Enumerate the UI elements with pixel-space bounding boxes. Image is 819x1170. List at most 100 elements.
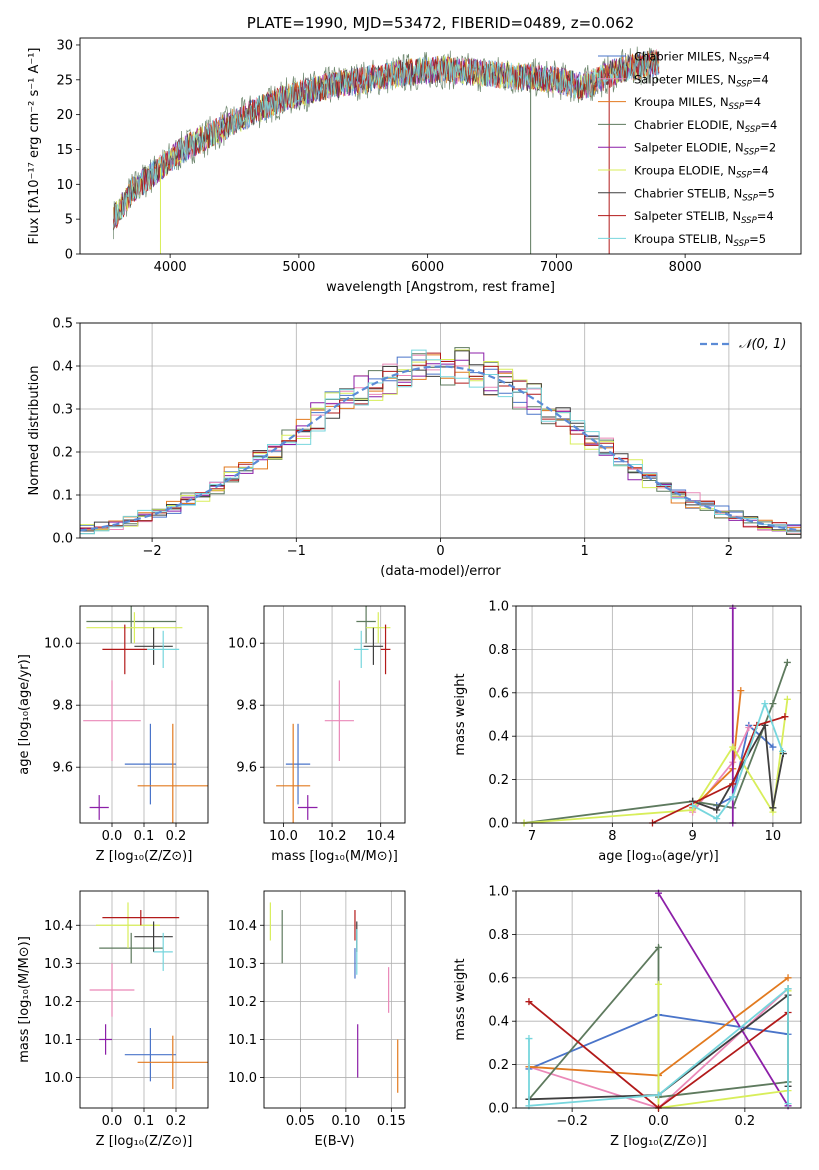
legend-label: Chabrier MILES, N (634, 50, 737, 64)
legend-entry: Chabrier MILES, NSSP=4 (634, 50, 770, 67)
x-axis-label: Z [log₁₀(Z/Z⊙)] (96, 849, 193, 864)
weight-marker (784, 974, 792, 982)
weight-marker (761, 700, 769, 708)
legend-subscript: SSP (736, 79, 752, 89)
y-tick-label: 0 (65, 248, 73, 263)
legend-entry: Salpeter MILES, NSSP=4 (634, 72, 769, 89)
legend-subscript: SSP (734, 239, 750, 249)
errorbar-point (96, 902, 160, 949)
x-tick-label: 0.1 (134, 1114, 155, 1129)
legend-entry: Kroupa ELODIE, NSSP=4 (634, 164, 769, 181)
weight-marker (769, 743, 777, 751)
weight-line (523, 662, 789, 824)
spectrum-series-8 (113, 53, 660, 228)
errorbar-point (137, 723, 208, 823)
x-tick-label: 10.2 (318, 829, 347, 844)
legend-subscript: SSP (736, 171, 752, 181)
weight-marker (737, 687, 745, 695)
weight-marker (784, 985, 792, 993)
legend-entry: Salpeter STELIB, NSSP=4 (634, 209, 774, 226)
errorbar-point (356, 606, 376, 644)
legend-label: Salpeter STELIB, N (634, 209, 741, 223)
errorbar-point (83, 680, 141, 761)
y-tick-label: 9.8 (52, 699, 73, 714)
weight-marker (769, 804, 777, 812)
y-tick-label: 0.3 (52, 403, 73, 418)
y-tick-label: 0.4 (488, 730, 509, 745)
legend-entry: Salpeter ELODIE, NSSP=2 (634, 141, 776, 158)
grid-lines (516, 605, 801, 824)
grid-lines (80, 891, 208, 1108)
weight-vs-age-panel: 7 8 9 10 0.0 0.2 0.4 0.6 0.8 1.0 age [log₁₀(age/yr… (453, 600, 802, 864)
age-vs-mass-panel: 10.0 10.2 10.4 9.6 9.8 10.0 mass [log₁₀(M/M⊙)] (228, 605, 406, 864)
x-tick-label: 8 (608, 829, 616, 844)
y-tick-label: 10.0 (44, 637, 73, 652)
y-tick-label: 10.2 (228, 995, 257, 1010)
legend-subscript: SSP (729, 102, 745, 112)
y-axis-label: mass [log₁₀(M/M⊙)] (17, 936, 32, 1063)
weight-vs-Z-panel: −0.2 0.0 0.2 0.0 0.2 0.4 0.6 0.8 1.0 Z [log₁₀(Z/Z… (453, 885, 802, 1149)
y-axis-label: age [log₁₀(age/yr)] (17, 654, 32, 775)
y-axis-label: Normed distribution (27, 366, 42, 496)
errorbar-point (285, 723, 311, 805)
weight-marker (713, 806, 721, 814)
weight-marker (784, 1100, 792, 1108)
errorbar-point (86, 612, 183, 644)
y-tick-label: 0.5 (52, 317, 73, 332)
grid-lines (80, 606, 208, 823)
legend-value: =4 (752, 72, 769, 86)
weight-marker (525, 1035, 533, 1043)
residuals-panel: −2 −1 0 1 2 0.0 0.1 0.2 0.3 0.4 0.5 (data-model)/er… (27, 317, 802, 579)
x-tick-label: 0.1 (134, 829, 155, 844)
axes-frame (79, 890, 209, 1109)
errorbar-point (153, 932, 173, 971)
normal-curve (79, 365, 802, 532)
x-axis-label: wavelength [Angstrom, rest frame] (326, 280, 555, 295)
y-tick-label: 15 (56, 143, 73, 158)
weight-marker (655, 1091, 662, 1099)
legend-value: =4 (744, 95, 761, 109)
x-axis-label: mass [log₁₀(M/M⊙)] (271, 849, 398, 864)
axes-frame (263, 605, 406, 824)
weight-marker (729, 780, 737, 788)
y-tick-label: 10 (56, 178, 73, 193)
y-tick-label: 10.1 (44, 1033, 73, 1048)
y-tick-label: 10.1 (228, 1033, 257, 1048)
x-tick-label: −2 (143, 544, 162, 559)
legend-subscript: SSP (744, 148, 760, 158)
y-tick-label: 1.0 (488, 600, 509, 615)
x-tick-label: 0.0 (648, 1114, 669, 1129)
weight-marker (783, 695, 791, 703)
errorbar-point (134, 627, 173, 665)
y-tick-label: 0.0 (488, 817, 509, 832)
x-tick-label: −1 (287, 544, 306, 559)
x-axis-label: Z [log₁₀(Z/Z⊙)] (96, 1134, 193, 1149)
y-tick-label: 0.0 (52, 532, 73, 547)
weight-marker (525, 998, 533, 1006)
legend-label: Kroupa MILES, N (634, 95, 729, 109)
x-tick-label: 0.2 (166, 1114, 187, 1129)
y-tick-label: 0.8 (488, 643, 509, 658)
errorbar-point (124, 1028, 176, 1082)
x-tick-label: 0 (436, 544, 444, 559)
x-tick-label: 7 (528, 829, 536, 844)
y-tick-label: 1.0 (488, 885, 509, 900)
grid-lines (264, 606, 405, 823)
weight-series (655, 889, 792, 1110)
x-tick-label: 0.0 (102, 829, 123, 844)
errorbar-point (147, 630, 180, 668)
errorbar-point (86, 606, 176, 644)
legend-label: Salpeter ELODIE, N (634, 141, 744, 155)
legend-value: =2 (759, 141, 776, 155)
x-tick-label: 0.0 (102, 1114, 123, 1129)
y-tick-label: 0.0 (488, 1102, 509, 1117)
legend-entry: Kroupa MILES, NSSP=4 (634, 95, 761, 112)
axes-frame (79, 605, 209, 824)
y-tick-label: 20 (56, 108, 73, 123)
chart-title: PLATE=1990, MJD=53472, FIBERID=0489, z=0… (247, 14, 634, 32)
y-tick-label: 0.6 (488, 686, 509, 701)
weight-series (525, 985, 792, 1110)
y-tick-label: 10.3 (44, 957, 73, 972)
x-tick-label: 0.10 (331, 1114, 360, 1129)
axes-frame (515, 890, 802, 1109)
